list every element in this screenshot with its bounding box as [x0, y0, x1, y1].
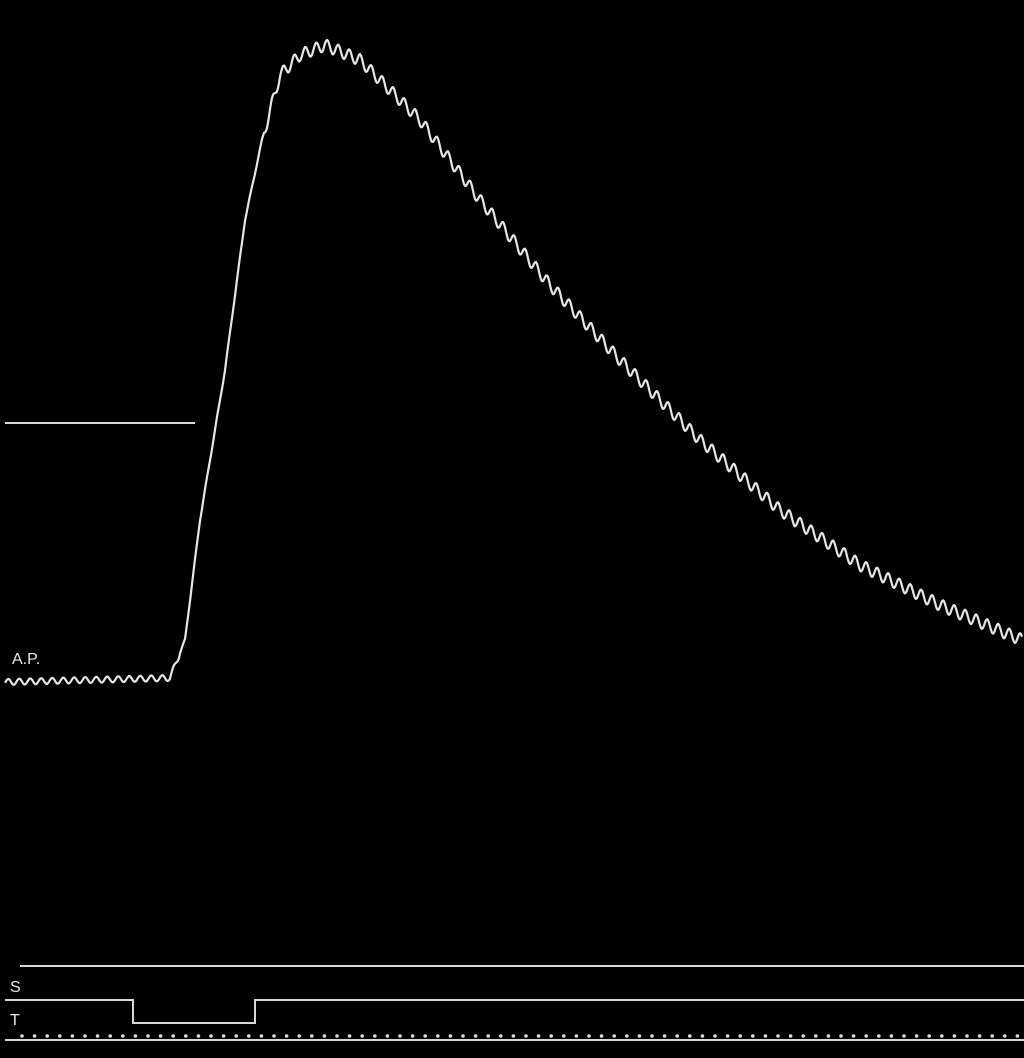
- time-marker: [927, 1034, 931, 1038]
- time-marker: [284, 1034, 289, 1038]
- time-marker: [851, 1034, 856, 1038]
- time-marker: [788, 1034, 793, 1038]
- time-marker: [410, 1034, 415, 1038]
- time-marker: [58, 1034, 62, 1038]
- time-marker: [146, 1034, 150, 1038]
- time-marker: [121, 1034, 125, 1038]
- time-marker: [549, 1034, 553, 1038]
- time-marker: [587, 1034, 591, 1038]
- time-label: T: [10, 1012, 20, 1029]
- time-marker: [272, 1034, 276, 1038]
- time-marker: [473, 1034, 478, 1038]
- time-marker: [990, 1034, 994, 1038]
- time-marker: [914, 1034, 919, 1038]
- time-marker: [209, 1034, 213, 1038]
- time-marker: [247, 1034, 251, 1038]
- time-marker: [688, 1034, 692, 1038]
- time-marker: [1015, 1034, 1020, 1038]
- time-marker: [385, 1034, 390, 1038]
- time-marker: [335, 1034, 339, 1038]
- time-marker: [864, 1034, 868, 1038]
- time-marker: [574, 1034, 579, 1038]
- time-marker: [398, 1034, 402, 1038]
- time-marker: [234, 1034, 238, 1038]
- time-marker: [1003, 1034, 1007, 1038]
- time-marker: [423, 1034, 428, 1038]
- signal-line: [5, 999, 1024, 1024]
- time-marker: [801, 1034, 805, 1038]
- time-marker: [751, 1034, 755, 1038]
- time-marker: [952, 1034, 957, 1038]
- time-marker: [940, 1034, 944, 1038]
- time-marker: [511, 1034, 516, 1038]
- time-marker: [499, 1034, 503, 1038]
- time-marker: [486, 1034, 491, 1038]
- time-marker: [562, 1034, 566, 1038]
- time-marker: [133, 1034, 138, 1038]
- pressure-trace: [4, 38, 1024, 686]
- time-marker: [436, 1034, 440, 1038]
- time-marker: [977, 1034, 982, 1038]
- time-marker: [738, 1034, 742, 1038]
- time-markers: [20, 1034, 1020, 1038]
- time-marker: [725, 1034, 730, 1038]
- time-marker: [625, 1034, 629, 1038]
- time-marker: [675, 1034, 679, 1038]
- time-marker: [650, 1034, 654, 1038]
- time-marker: [662, 1034, 667, 1038]
- time-marker: [599, 1034, 604, 1038]
- time-marker: [814, 1034, 818, 1038]
- time-marker: [108, 1034, 112, 1038]
- time-marker: [877, 1034, 881, 1038]
- time-marker: [184, 1034, 188, 1038]
- time-marker: [637, 1034, 642, 1038]
- time-marker: [826, 1034, 831, 1038]
- time-marker: [461, 1034, 465, 1038]
- time-marker: [839, 1034, 843, 1038]
- time-marker: [259, 1034, 264, 1038]
- time-marker: [83, 1034, 87, 1038]
- time-marker: [310, 1034, 314, 1038]
- time-marker: [20, 1034, 24, 1038]
- time-marker: [776, 1034, 780, 1038]
- time-marker: [297, 1034, 302, 1038]
- time-marker: [322, 1034, 327, 1038]
- time-marker: [158, 1034, 163, 1038]
- time-marker: [889, 1034, 894, 1038]
- time-marker: [700, 1034, 705, 1038]
- time-marker: [713, 1034, 717, 1038]
- time-marker: [70, 1034, 75, 1038]
- time-marker: [524, 1034, 528, 1038]
- time-marker: [360, 1034, 365, 1038]
- time-marker: [536, 1034, 541, 1038]
- time-marker: [965, 1034, 969, 1038]
- pressure-label: A.P.: [12, 651, 40, 668]
- time-marker: [763, 1034, 768, 1038]
- time-marker: [612, 1034, 616, 1038]
- time-marker: [448, 1034, 453, 1038]
- time-marker: [902, 1034, 906, 1038]
- time-marker: [45, 1034, 49, 1038]
- time-marker: [373, 1034, 377, 1038]
- signal-label: S: [10, 979, 21, 996]
- time-marker: [221, 1034, 226, 1038]
- time-marker: [171, 1034, 175, 1038]
- time-marker: [95, 1034, 100, 1038]
- time-marker: [32, 1034, 37, 1038]
- time-marker: [196, 1034, 201, 1038]
- time-marker: [347, 1034, 352, 1038]
